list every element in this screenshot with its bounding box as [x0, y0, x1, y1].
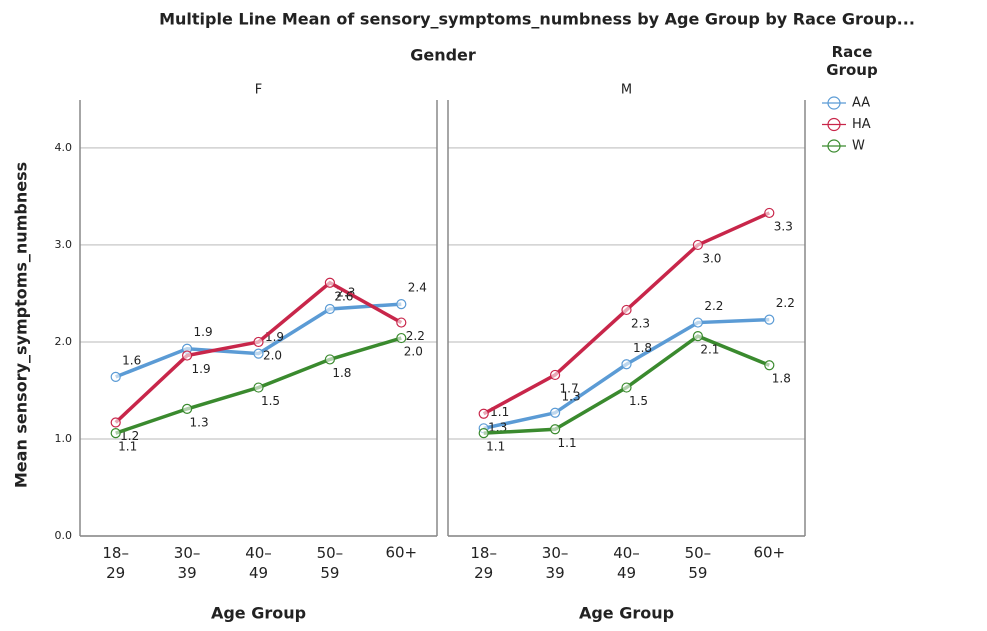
legend-label: AA	[852, 96, 870, 111]
data-label: 1.5	[629, 394, 648, 408]
y-tick-label: 0.0	[55, 529, 73, 542]
y-tick-label: 4.0	[55, 141, 73, 154]
data-label: 1.7	[560, 381, 579, 395]
x-tick-label: 60+	[753, 544, 785, 562]
data-label: 1.1	[118, 440, 137, 454]
data-label: 2.0	[404, 345, 423, 359]
marker	[110, 428, 121, 439]
marker	[253, 336, 264, 348]
data-label: 1.6	[122, 353, 141, 367]
data-label: 2.0	[263, 348, 282, 362]
data-label: 1.8	[633, 341, 652, 355]
x-tick-label: 18– 29	[470, 544, 497, 582]
chart-title: Multiple Line Mean of sensory_symptoms_n…	[159, 10, 915, 29]
data-label: 1.9	[194, 325, 213, 339]
marker	[396, 317, 407, 328]
marker	[110, 371, 121, 382]
legend-label: W	[852, 139, 865, 154]
panel-label: F	[255, 83, 262, 98]
marker	[324, 277, 335, 288]
y-axis-label: Mean sensory_symptoms_numbness	[12, 162, 31, 488]
marker	[621, 382, 632, 393]
marker	[396, 299, 407, 310]
marker	[478, 408, 489, 419]
data-label: 2.6	[334, 289, 353, 303]
x-tick-label: 30– 39	[542, 544, 569, 582]
data-label: 1.1	[558, 436, 577, 450]
marker	[324, 303, 335, 315]
x-tick-label: 40– 49	[613, 544, 640, 582]
y-tick-label: 2.0	[55, 335, 73, 348]
data-label: 2.4	[408, 281, 427, 295]
x-tick-label: 18– 29	[102, 544, 129, 582]
marker	[549, 369, 561, 381]
marker	[621, 304, 632, 316]
marker	[182, 403, 193, 415]
legend-swatch	[827, 96, 841, 110]
marker	[549, 407, 561, 418]
marker	[692, 331, 704, 342]
x-axis-label: Age Group	[211, 604, 306, 623]
data-label: 3.0	[702, 251, 721, 265]
marker	[621, 359, 632, 370]
data-label: 2.1	[700, 343, 719, 357]
marker	[549, 424, 561, 435]
y-tick-label: 3.0	[55, 238, 73, 251]
legend-label: HA	[852, 117, 871, 132]
marker	[764, 314, 775, 325]
marker	[478, 428, 489, 439]
data-label: 1.9	[192, 362, 211, 376]
data-label: 1.1	[486, 440, 505, 454]
legend-title: Race Group	[826, 43, 878, 79]
data-label: 1.5	[261, 394, 280, 408]
data-label: 2.2	[704, 299, 723, 313]
marker	[110, 417, 121, 428]
x-tick-label: 50– 59	[685, 544, 712, 582]
legend-swatch	[827, 117, 841, 132]
marker	[253, 382, 264, 393]
data-label: 1.8	[772, 372, 791, 386]
marker	[396, 332, 407, 344]
marker	[692, 317, 704, 328]
data-label: 2.2	[406, 329, 425, 343]
panel-label: M	[621, 83, 632, 98]
x-tick-label: 60+	[385, 544, 417, 562]
data-label: 3.3	[774, 219, 793, 233]
x-tick-label: 50– 59	[317, 544, 344, 582]
x-axis-label: Age Group	[579, 604, 674, 623]
marker	[764, 360, 775, 371]
data-label: 2.3	[631, 316, 650, 330]
marker	[692, 239, 704, 251]
data-label: 2.2	[776, 296, 795, 310]
facet-label: Gender	[410, 46, 476, 65]
data-label: 1.8	[332, 366, 351, 380]
data-label: 1.3	[190, 415, 209, 429]
line	[483, 317, 770, 431]
marker	[764, 207, 775, 219]
marker	[182, 350, 193, 361]
marker	[324, 354, 335, 365]
marker	[253, 348, 264, 359]
data-label: 1.2	[120, 429, 139, 443]
x-tick-label: 40– 49	[245, 544, 272, 582]
legend-swatch	[827, 139, 841, 153]
data-label: 1.3	[562, 389, 581, 403]
x-tick-label: 30– 39	[174, 544, 201, 582]
y-tick-label: 1.0	[55, 432, 73, 445]
